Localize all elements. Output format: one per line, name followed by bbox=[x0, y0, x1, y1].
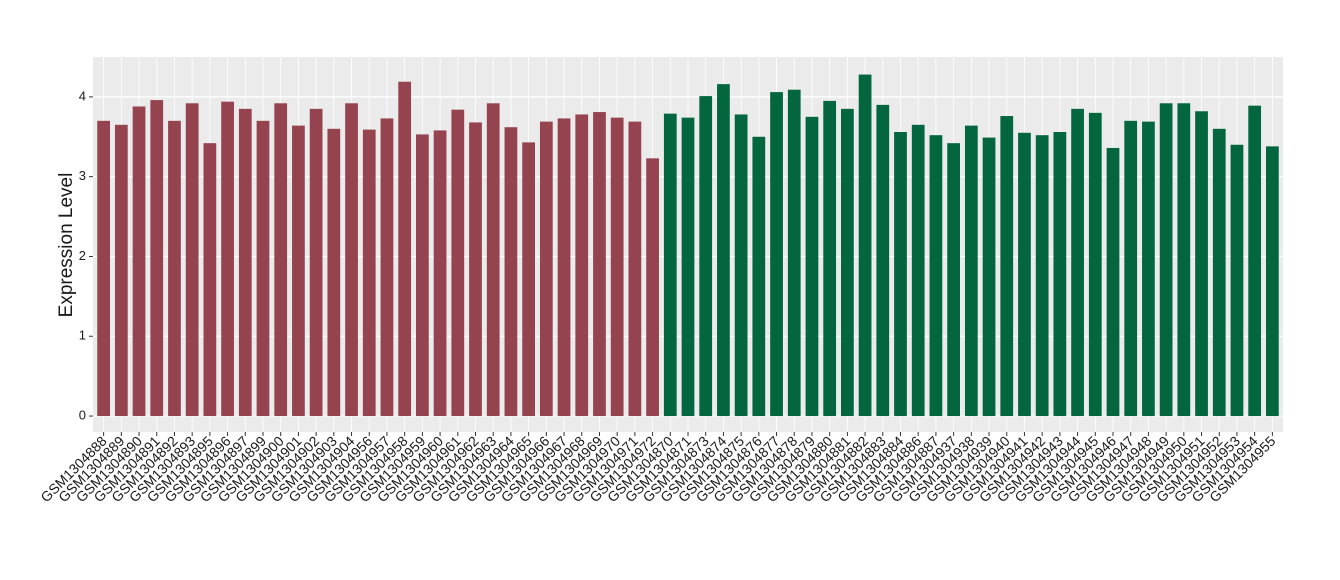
bar bbox=[1177, 103, 1191, 417]
bar bbox=[114, 124, 128, 417]
bar bbox=[947, 143, 960, 417]
bar bbox=[380, 118, 394, 417]
bar bbox=[203, 143, 217, 417]
bar bbox=[734, 114, 748, 417]
y-tick-label: 2 bbox=[79, 248, 86, 263]
bar bbox=[1106, 147, 1120, 417]
y-axis-title: Expression Level bbox=[56, 173, 77, 318]
y-tick-label: 3 bbox=[79, 168, 86, 183]
bar bbox=[486, 103, 500, 417]
bar bbox=[610, 117, 624, 417]
bar bbox=[663, 113, 677, 417]
bar bbox=[168, 120, 181, 417]
bar bbox=[699, 96, 713, 417]
bar bbox=[327, 128, 341, 417]
bar bbox=[964, 125, 978, 417]
bar bbox=[894, 132, 907, 417]
bar bbox=[238, 108, 252, 417]
bar bbox=[1159, 103, 1173, 417]
bar bbox=[185, 103, 199, 417]
bar bbox=[362, 129, 376, 417]
bar bbox=[646, 158, 659, 417]
bar bbox=[805, 116, 819, 417]
bar bbox=[1248, 105, 1262, 417]
bar bbox=[681, 117, 695, 417]
bar bbox=[593, 112, 606, 417]
bar bbox=[752, 136, 766, 417]
bar bbox=[929, 135, 943, 417]
bar bbox=[504, 127, 518, 417]
bar bbox=[911, 124, 925, 417]
bar bbox=[256, 120, 270, 417]
y-tick-label: 0 bbox=[79, 407, 86, 422]
bar bbox=[1230, 144, 1244, 417]
bar bbox=[823, 100, 837, 417]
bar bbox=[345, 103, 358, 417]
y-tick-label: 4 bbox=[79, 88, 86, 103]
bar bbox=[451, 109, 465, 417]
bar bbox=[132, 106, 146, 417]
bar bbox=[433, 130, 447, 417]
bar bbox=[841, 108, 854, 417]
bar bbox=[1212, 128, 1226, 417]
bar bbox=[982, 137, 996, 417]
bar bbox=[1071, 108, 1084, 417]
bar bbox=[221, 101, 234, 417]
bar bbox=[717, 84, 730, 417]
bar bbox=[522, 142, 535, 417]
y-tick-label: 1 bbox=[79, 328, 86, 343]
bar bbox=[1053, 132, 1067, 417]
bar bbox=[628, 121, 642, 417]
bar bbox=[274, 103, 288, 417]
bar bbox=[770, 92, 783, 417]
bar bbox=[858, 74, 872, 417]
bar bbox=[398, 81, 412, 417]
bar bbox=[309, 108, 323, 417]
bar bbox=[97, 120, 110, 417]
bar bbox=[150, 100, 164, 417]
bar bbox=[575, 114, 589, 417]
bar bbox=[1142, 121, 1155, 417]
bar bbox=[1088, 112, 1102, 417]
bar bbox=[557, 118, 571, 417]
bar bbox=[416, 134, 429, 417]
bar bbox=[1018, 132, 1031, 417]
bar bbox=[292, 125, 305, 417]
bar bbox=[1195, 111, 1208, 417]
bar bbox=[876, 104, 890, 417]
bar bbox=[539, 121, 553, 417]
bar bbox=[1000, 116, 1014, 417]
bar bbox=[1035, 135, 1049, 417]
bar bbox=[1266, 146, 1279, 417]
bar bbox=[469, 122, 482, 417]
bar bbox=[1124, 120, 1138, 417]
bar bbox=[787, 89, 801, 417]
